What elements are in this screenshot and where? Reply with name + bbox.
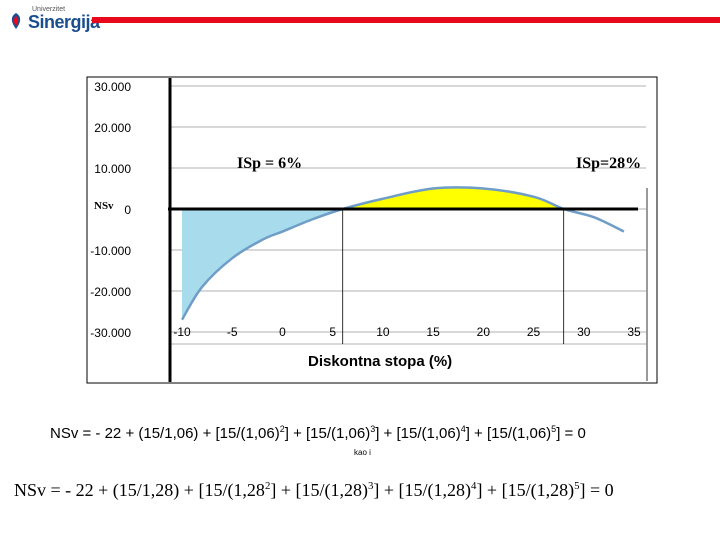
logo-subtitle: Univerzitet [32,6,66,13]
formula-6-percent: NSv = - 22 + (15/1,06) + [15/(1,06)2] + … [50,424,586,443]
y-tick-label: 20.000 [94,121,131,135]
y-tick-label: 10.000 [94,162,131,176]
irr-annotation-28: ISp=28% [576,155,641,172]
x-tick-label: 10 [376,325,390,339]
x-tick-label: -5 [227,325,238,339]
x-tick-label: -10 [173,325,191,339]
x-tick-label: 0 [279,325,286,339]
x-tick-label: 5 [329,325,336,339]
y-tick-label: 30.000 [94,80,131,94]
y-tick-label: -10.000 [90,244,131,258]
vertical-gridlines [342,188,648,381]
y-tick-label: 0 [124,203,131,217]
university-logo[interactable]: Univerzitet Sinergija [8,6,100,34]
formula-connector: kao i [354,448,371,457]
x-axis-label: Diskontna stopa (%) [308,353,452,370]
x-tick-label: 15 [426,325,440,339]
y-tick-label: -30.000 [90,326,131,340]
x-tick-label: 35 [627,325,641,339]
formula-28-percent: NSv = - 22 + (15/1,28) + [15/(1,282] + [… [14,480,614,500]
x-tick-label: 25 [527,325,541,339]
x-tick-labels: -10 -5 0 5 10 15 20 25 30 35 [173,325,641,339]
npv-chart: 30.000 20.000 10.000 0 -10.000 -20.000 -30.000… [86,76,658,384]
x-tick-label: 20 [477,325,491,339]
irr-annotation-6: ISp = 6% [237,155,302,172]
negative-npv-area [182,209,343,320]
x-tick-label: 30 [577,325,591,339]
header-bar [92,17,720,23]
y-tick-labels: 30.000 20.000 10.000 0 -10.000 -20.000 -30.000 [90,80,131,340]
y-tick-label: -20.000 [90,285,131,299]
logo-emblem-icon [11,13,21,29]
y-axis-label: NSv [94,200,114,212]
logo-title: Sinergija [28,12,100,32]
